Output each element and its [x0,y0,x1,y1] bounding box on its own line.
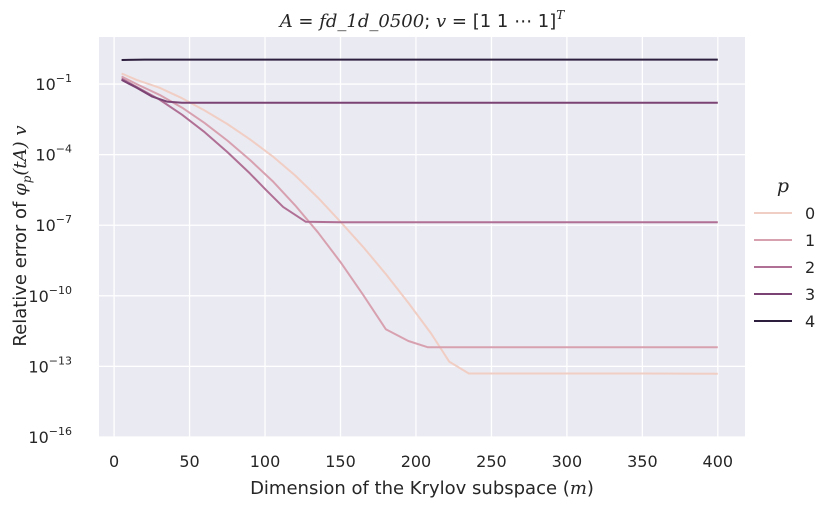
x-tick-label: 150 [325,452,356,471]
x-tick-label: 250 [476,452,507,471]
y-axis-label: Relative error of φp(tA) v [10,125,34,346]
legend: p 0 1 2 3 4 [754,175,815,331]
y-tick-label: 10−13 [28,354,72,376]
legend-label-p0: 0 [805,204,815,223]
series-line-p2 [121,77,718,224]
series-line-p1 [121,75,718,349]
legend-label-p4: 4 [805,312,815,331]
x-axis-label: Dimension of the Krylov subspace (m) [250,478,594,499]
plot-background [99,37,745,437]
series-line-p3 [121,79,718,104]
series-layer [121,58,718,375]
x-tick-label: 400 [703,452,734,471]
chart-title: A = fd_1d_0500; v = [1 1 ⋯ 1]T [278,8,566,32]
legend-label-p1: 1 [805,231,815,250]
y-tick-label: 10−10 [28,284,72,306]
legend-title: p [777,175,789,197]
x-tick-label: 50 [179,452,199,471]
y-tick-label: 10−4 [35,143,72,165]
y-tick-label: 10−1 [35,72,72,94]
x-tick-label: 200 [401,452,432,471]
x-tick-label: 350 [627,452,658,471]
y-tick-label: 10−16 [28,425,72,447]
x-axis-ticks: 0 50 100 150 200 250 300 350 400 [109,452,733,471]
y-axis-ticks: 10−1 10−4 10−7 10−10 10−13 10−16 [28,72,72,447]
x-tick-label: 100 [250,452,281,471]
y-tick-label: 10−7 [35,213,72,235]
x-tick-label: 300 [552,452,583,471]
x-tick-label: 0 [109,452,119,471]
legend-label-p3: 3 [805,285,815,304]
legend-label-p2: 2 [805,258,815,277]
